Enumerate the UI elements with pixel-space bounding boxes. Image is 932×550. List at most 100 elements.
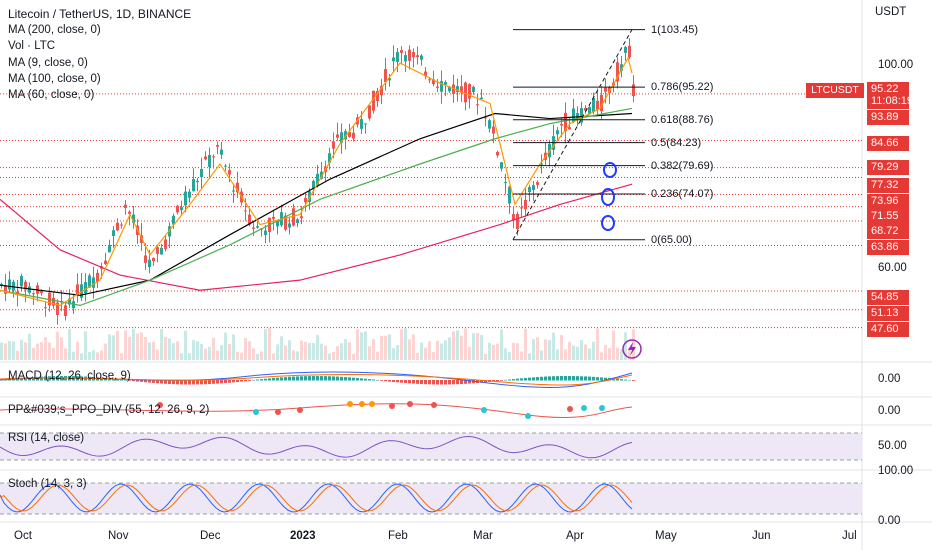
candle xyxy=(264,230,267,235)
volume-bar xyxy=(436,340,439,360)
indicator-ma60[interactable]: MA (60, close, 0) xyxy=(8,89,95,102)
candle xyxy=(620,64,623,71)
macd-bar xyxy=(24,377,27,381)
candle xyxy=(584,107,587,111)
volume-bar xyxy=(488,342,491,360)
candle xyxy=(536,182,539,185)
volume-bar xyxy=(560,334,563,360)
lightning-bolt xyxy=(628,342,636,356)
macd-bar xyxy=(272,378,275,381)
time-axis-label: Dec xyxy=(200,530,221,542)
candle xyxy=(368,105,371,119)
candle xyxy=(512,214,515,221)
rsi-pane-label[interactable]: RSI (14, close) xyxy=(8,432,85,444)
candle xyxy=(272,216,275,219)
volume-bar xyxy=(552,332,555,360)
candle xyxy=(220,149,223,155)
candle xyxy=(516,213,519,230)
candle xyxy=(52,297,55,306)
macd-bar xyxy=(372,379,375,381)
indicator-volume[interactable]: Vol · LTC xyxy=(8,40,56,53)
volume-bar xyxy=(416,352,419,360)
candle xyxy=(400,50,403,53)
macd-bar xyxy=(212,380,215,384)
volume-bar xyxy=(592,341,595,360)
candle xyxy=(364,123,367,125)
price-tag: 71.55 xyxy=(867,209,909,224)
candle xyxy=(380,85,383,96)
fib-level-label: 0.382(79.69) xyxy=(651,159,714,172)
candle xyxy=(404,55,407,62)
volume-bar xyxy=(484,353,487,360)
macd-bar xyxy=(368,379,371,381)
volume-bar xyxy=(268,328,271,360)
candle xyxy=(112,230,115,237)
macd-bar xyxy=(144,380,147,383)
volume-bar xyxy=(68,329,71,360)
volume-bar xyxy=(572,345,575,360)
volume-bar xyxy=(500,329,503,360)
volume-bar xyxy=(272,353,275,360)
volume-bar xyxy=(100,350,103,360)
volume-bar xyxy=(156,349,159,360)
candle xyxy=(464,82,467,103)
volume-bar xyxy=(144,337,147,360)
macd-bar xyxy=(116,379,119,381)
macd-bar xyxy=(392,380,395,382)
volume-bar xyxy=(620,349,623,360)
macd-bar xyxy=(160,380,163,384)
volume-bar xyxy=(264,329,267,360)
candle xyxy=(180,207,183,211)
volume-bar xyxy=(556,349,559,360)
price-tag: 73.96 xyxy=(867,194,909,209)
candle xyxy=(148,259,151,267)
volume-bar xyxy=(0,342,3,360)
macd-bar xyxy=(540,376,543,381)
macd-bar xyxy=(216,380,219,384)
macd-bar xyxy=(588,376,591,381)
candle xyxy=(340,132,343,143)
candle xyxy=(372,90,375,111)
candle xyxy=(224,165,227,167)
volume-bar xyxy=(380,335,383,360)
time-axis-label: Apr xyxy=(566,530,584,542)
macd-bar xyxy=(492,380,495,382)
volume-bar xyxy=(40,342,43,360)
indicator-ma100[interactable]: MA (100, close, 0) xyxy=(8,72,101,85)
macd-bar xyxy=(464,380,467,384)
macd-bar xyxy=(512,379,515,381)
macd-bar xyxy=(500,380,503,381)
macd-bar xyxy=(12,378,15,381)
volume-bar xyxy=(16,350,19,360)
candle xyxy=(336,134,339,138)
macd-bar xyxy=(332,376,335,381)
volume-bar xyxy=(604,344,607,360)
candle xyxy=(160,247,163,255)
stoch-pane-label[interactable]: Stoch (14, 3, 3) xyxy=(8,478,87,490)
candle xyxy=(228,170,231,175)
candle xyxy=(360,119,363,129)
volume-bar xyxy=(64,348,67,360)
candle xyxy=(304,197,307,203)
ppo-pane-label[interactable]: PP&#039;s_PPO_DIV (55, 12, 26, 9, 2) xyxy=(8,404,210,416)
macd-bar xyxy=(264,378,267,381)
macd-pane-label[interactable]: MACD (12, 26, close, 9) xyxy=(8,370,131,382)
macd-bar xyxy=(424,380,427,385)
lightning-icon xyxy=(622,339,642,359)
candle xyxy=(492,126,495,134)
volume-bar xyxy=(252,348,255,360)
annotation-oval xyxy=(603,162,617,178)
macd-bar xyxy=(616,378,619,381)
volume-bar xyxy=(236,351,239,360)
indicator-ma9[interactable]: MA (9, close, 0) xyxy=(8,56,88,69)
macd-bar xyxy=(428,380,431,385)
candle xyxy=(508,186,511,204)
candle xyxy=(164,239,167,250)
volume-bar xyxy=(452,331,455,360)
indicator-ma200[interactable]: MA (200, close, 0) xyxy=(8,24,101,37)
macd-bar xyxy=(32,377,35,381)
symbol-title[interactable]: Litecoin / TetherUS, 1D, BINANCE xyxy=(8,7,192,21)
macd-bar xyxy=(256,379,259,381)
macd-bar xyxy=(316,376,319,381)
